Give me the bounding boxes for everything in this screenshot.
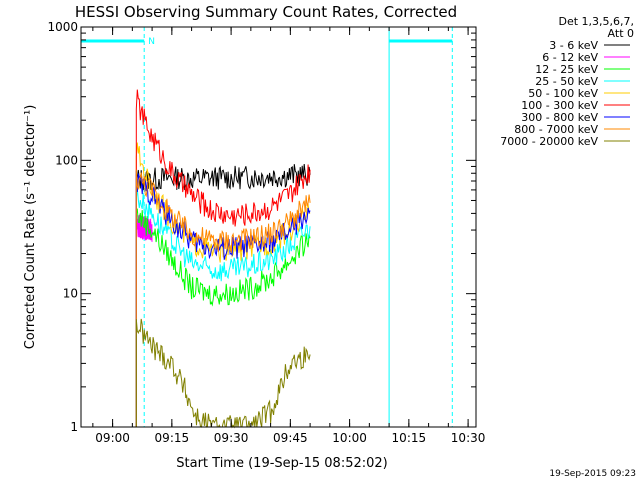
legend-header-line-2: Att 0 — [608, 27, 634, 40]
y-tick-label: 100 — [55, 153, 78, 167]
legend-label-1: 6 - 12 keV — [542, 51, 598, 64]
x-tick-label: 09:15 — [155, 431, 190, 445]
x-tick-label: 10:15 — [392, 431, 427, 445]
y-tick-label: 1000 — [47, 20, 78, 34]
x-tick-label: 09:00 — [95, 431, 130, 445]
series-line-3 — [135, 188, 311, 427]
series-line-0 — [135, 163, 311, 427]
y-axis: 1 10 100 1000 — [47, 20, 476, 434]
series-line-1 — [135, 214, 153, 427]
series-line-6 — [135, 170, 311, 427]
legend-label-4: 50 - 100 keV — [528, 87, 598, 100]
night-label: N — [148, 37, 155, 47]
x-tick-label: 10:00 — [332, 431, 367, 445]
x-tick-label: 09:45 — [273, 431, 308, 445]
plot-frame — [80, 26, 477, 428]
plot-area: N — [80, 27, 453, 429]
series-line-8 — [135, 318, 311, 429]
legend-label-6: 300 - 800 keV — [521, 111, 598, 124]
x-axis-label: Start Time (19-Sep-15 08:52:02) — [176, 456, 387, 471]
legend-label-0: 3 - 6 keV — [549, 39, 598, 52]
y-tick-label: 1 — [70, 420, 78, 434]
y-axis-label: Corrected Count Rate (s⁻¹ detector⁻¹) — [23, 105, 38, 350]
chart-title: HESSI Observing Summary Count Rates, Cor… — [75, 3, 457, 21]
legend-label-5: 100 - 300 keV — [521, 99, 598, 112]
y-tick-label: 10 — [63, 287, 78, 301]
series-line-2 — [135, 208, 311, 427]
legend-header-line-1: Det 1,3,5,6,7, — [558, 15, 634, 28]
legend-label-7: 800 - 7000 keV — [514, 123, 598, 136]
footer-date: 19-Sep-2015 09:23 — [549, 469, 636, 479]
x-axis: 09:00 09:15 09:30 09:45 10:00 10:15 10:30 — [92, 27, 486, 445]
legend-label-2: 12 - 25 keV — [535, 63, 598, 76]
series-line-5 — [135, 89, 311, 427]
legend-label-8: 7000 - 20000 keV — [500, 135, 598, 148]
series-line-7 — [135, 169, 311, 427]
legend-label-3: 25 - 50 keV — [535, 75, 598, 88]
x-tick-label: 09:30 — [214, 431, 249, 445]
x-tick-label: 10:30 — [451, 431, 486, 445]
